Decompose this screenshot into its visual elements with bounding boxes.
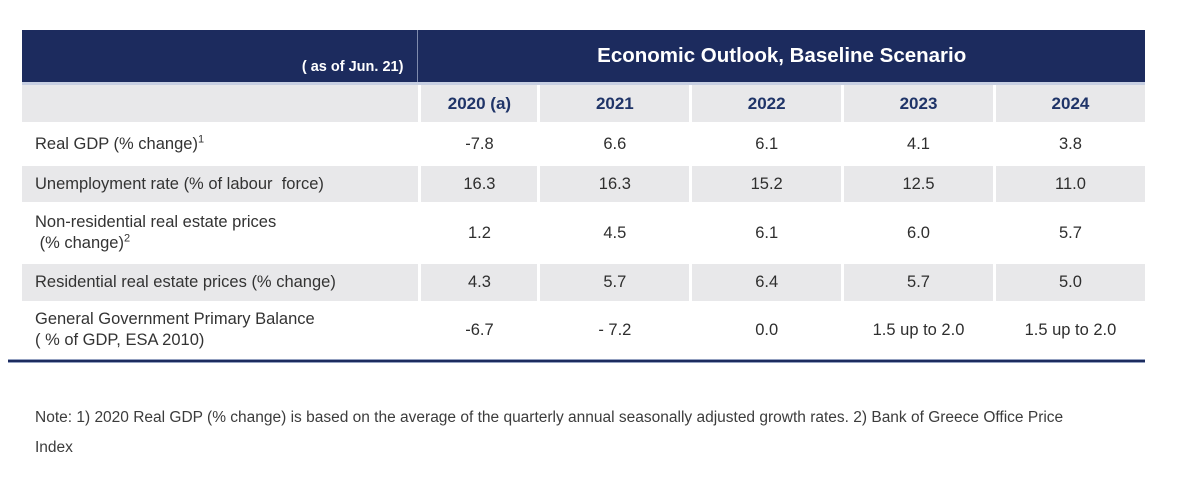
as-of-label: ( as of Jun. 21): [301, 59, 404, 75]
table-row: General Government Primary Balance( % of…: [22, 301, 1145, 359]
value-cell: 1.5 up to 2.0: [992, 301, 1145, 359]
table-bottom-rule: [8, 359, 1145, 363]
value-cell: 11.0: [992, 166, 1145, 202]
row-label: Real GDP (% change)1: [35, 133, 205, 153]
as-of-cell: ( as of Jun. 21): [22, 30, 419, 82]
value-cell: - 7.2: [537, 301, 689, 359]
value-cell: 5.7: [841, 264, 993, 301]
value-cell: 12.5: [841, 166, 993, 202]
column-header: 2021: [537, 85, 689, 122]
table-row: Residential real estate prices (% change…: [22, 264, 1145, 301]
value-cell: 16.3: [418, 166, 537, 202]
table-row: Unemployment rate (% of labour force) 16.…: [22, 166, 1145, 202]
value-cell: 4.5: [537, 202, 689, 264]
row-label: Residential real estate prices (% change…: [35, 273, 336, 291]
value-cell: 5.7: [537, 264, 689, 301]
value-cell: 4.1: [841, 122, 993, 166]
title-cell: Economic Outlook, Baseline Scenario: [418, 30, 1145, 82]
column-header: 2024: [992, 85, 1145, 122]
value-cell: 6.4: [689, 264, 841, 301]
value-cell: 6.0: [841, 202, 993, 264]
value-cell: 15.2: [689, 166, 841, 202]
table-body: Real GDP (% change)1 -7.8 6.6 6.1 4.1 3.8 Unem…: [22, 122, 1145, 359]
value-cell: 16.3: [537, 166, 689, 202]
value-cell: -6.7: [418, 301, 537, 359]
footnote: Note: 1) 2020 Real GDP (% change) is bas…: [35, 403, 1155, 463]
value-cell: 5.0: [992, 264, 1145, 301]
value-cell: 5.7: [992, 202, 1145, 264]
column-header: 2023: [841, 85, 993, 122]
table-row: Real GDP (% change)1 -7.8 6.6 6.1 4.1 3.8: [22, 122, 1145, 166]
column-header: 2022: [689, 85, 841, 122]
value-cell: 1.2: [418, 202, 537, 264]
row-label: General Government Primary Balance( % of…: [35, 310, 315, 349]
row-label: Non-residential real estate prices (% ch…: [35, 213, 277, 252]
footnote-line-2: Index: [35, 439, 73, 456]
footnote-line-1: Note: 1) 2020 Real GDP (% change) is bas…: [35, 409, 1064, 426]
value-cell: 4.3: [418, 264, 537, 301]
header-separator: [22, 82, 1145, 85]
value-cell: 3.8: [992, 122, 1145, 166]
table-title: Economic Outlook, Baseline Scenario: [597, 44, 967, 67]
row-label: Unemployment rate (% of labour force): [35, 174, 324, 193]
empty-corner-cell: [22, 85, 418, 122]
value-cell: 6.1: [689, 202, 841, 264]
value-cell: 6.6: [537, 122, 689, 166]
economic-outlook-table: ( as of Jun. 21) Economic Outlook, Basel…: [8, 30, 1145, 363]
value-cell: 1.5 up to 2.0: [841, 301, 993, 359]
column-header: 2020 (a): [418, 85, 537, 122]
table-header-band: ( as of Jun. 21) Economic Outlook, Basel…: [22, 30, 1145, 82]
value-cell: -7.8: [418, 122, 537, 166]
table-row: Non-residential real estate prices (% ch…: [22, 202, 1145, 264]
year-header-row: 2020 (a) 2021 2022 2023 2024: [22, 85, 1145, 122]
value-cell: 0.0: [689, 301, 841, 359]
value-cell: 6.1: [689, 122, 841, 166]
